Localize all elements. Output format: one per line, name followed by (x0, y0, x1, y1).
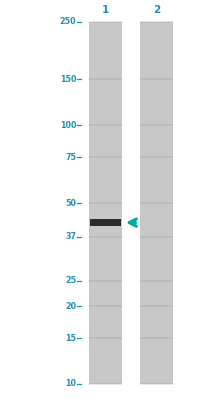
Text: 150: 150 (60, 75, 76, 84)
Bar (140, 22, 172, 384)
Text: 50: 50 (65, 198, 76, 208)
Text: 15: 15 (65, 334, 76, 343)
Text: 2: 2 (152, 5, 160, 15)
Text: 250: 250 (59, 18, 76, 26)
Text: 75: 75 (65, 153, 76, 162)
Text: 100: 100 (60, 120, 76, 130)
Text: 1: 1 (101, 5, 109, 15)
Text: 10: 10 (65, 380, 76, 388)
Text: 37: 37 (65, 232, 76, 241)
Bar (89, 22, 121, 384)
Bar (89, 219, 121, 226)
Text: 20: 20 (65, 302, 76, 310)
Text: 25: 25 (65, 276, 76, 286)
